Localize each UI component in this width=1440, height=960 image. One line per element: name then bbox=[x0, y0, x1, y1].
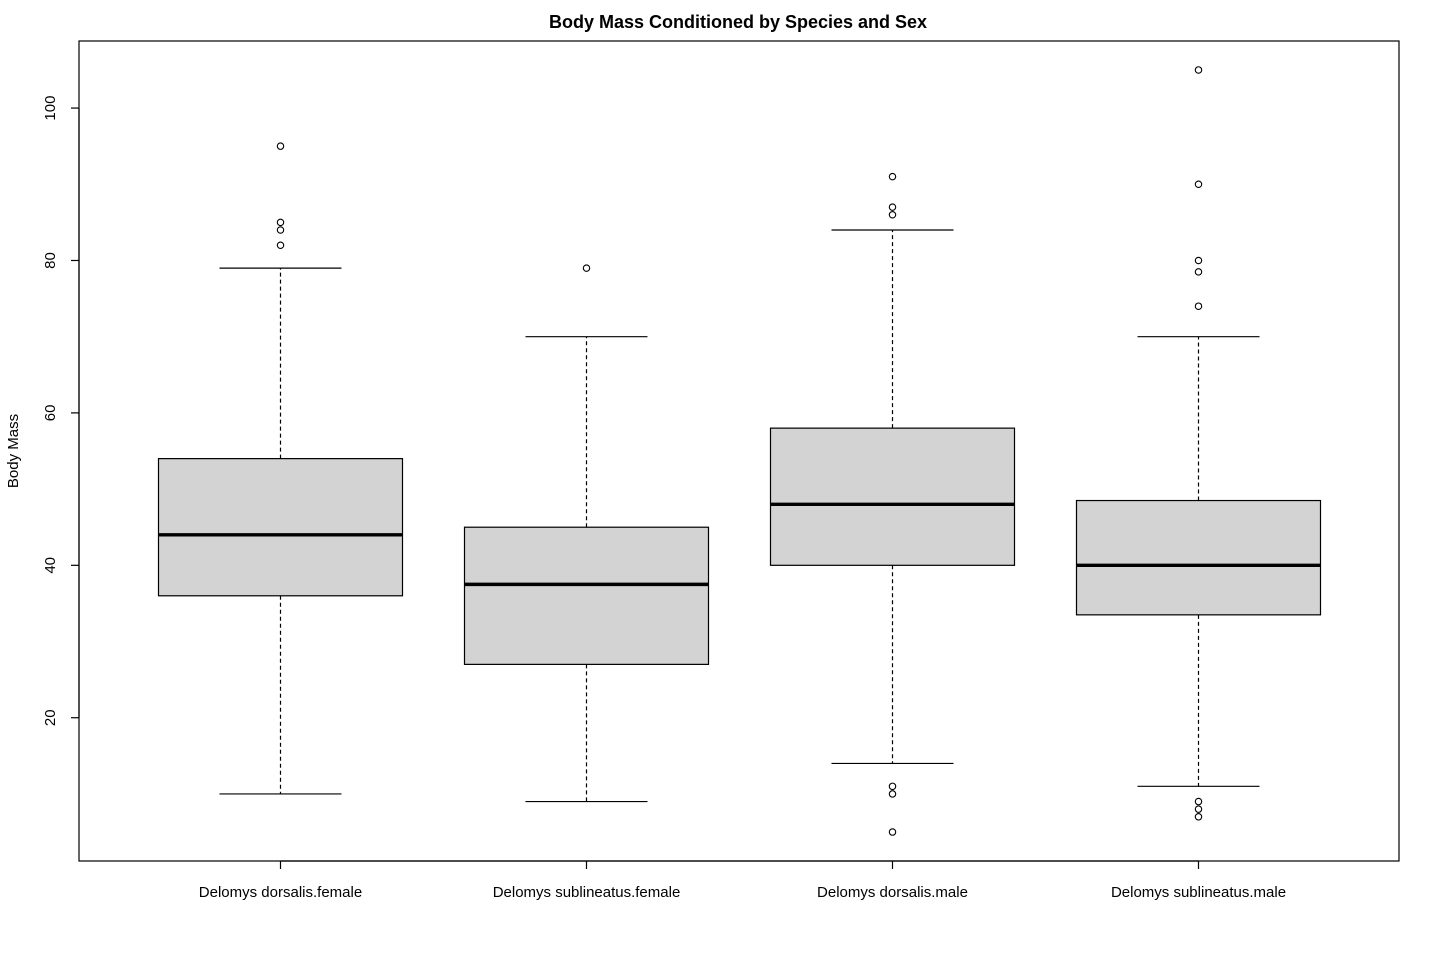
outlier-point bbox=[276, 226, 285, 234]
chart-title: Body Mass Conditioned by Species and Sex bbox=[549, 12, 927, 32]
iqr-box bbox=[1075, 499, 1322, 616]
outlier-point bbox=[1194, 302, 1203, 310]
outlier-point bbox=[888, 203, 897, 211]
y-tick-label: 100 bbox=[42, 96, 59, 121]
iqr-box bbox=[769, 427, 1016, 566]
outlier-point bbox=[888, 828, 897, 836]
y-axis-label: Body Mass bbox=[5, 414, 22, 488]
outlier-point bbox=[1194, 797, 1203, 806]
outlier-point bbox=[888, 172, 897, 181]
outlier-point bbox=[276, 241, 285, 249]
x-axis: Delomys dorsalis.female Delomys sublineat… bbox=[199, 860, 1286, 901]
y-tick-label: 60 bbox=[42, 405, 59, 422]
x-tick-label: Delomys dorsalis.male bbox=[817, 884, 968, 901]
x-tick-label: Delomys sublineatus.male bbox=[1111, 884, 1286, 901]
outlier-point bbox=[1194, 180, 1203, 189]
outlier-point bbox=[888, 211, 897, 219]
y-tick-label: 80 bbox=[42, 252, 59, 269]
outlier-point bbox=[1194, 256, 1203, 265]
box-group bbox=[1075, 66, 1322, 821]
y-tick-label: 40 bbox=[42, 557, 59, 574]
iqr-box bbox=[157, 458, 404, 597]
x-tick-label: Delomys dorsalis.female bbox=[199, 884, 362, 901]
outlier-point bbox=[1194, 268, 1203, 276]
outlier-point bbox=[1194, 66, 1203, 74]
outlier-point bbox=[276, 218, 285, 227]
outlier-point bbox=[888, 790, 897, 798]
plot-frame bbox=[78, 40, 1400, 862]
y-tick-label: 20 bbox=[42, 709, 59, 726]
box-group bbox=[157, 142, 404, 795]
outlier-point bbox=[276, 142, 285, 150]
iqr-box bbox=[463, 526, 710, 665]
x-tick-label: Delomys sublineatus.female bbox=[493, 884, 681, 901]
outlier-point bbox=[582, 264, 591, 272]
outlier-point bbox=[888, 782, 897, 791]
box-group bbox=[769, 172, 1016, 836]
y-axis: 20 40 60 80 100 bbox=[42, 96, 80, 726]
outlier-point bbox=[1194, 813, 1203, 821]
boxes-layer bbox=[157, 66, 1322, 836]
box-group bbox=[463, 264, 710, 803]
outlier-point bbox=[1194, 805, 1203, 813]
